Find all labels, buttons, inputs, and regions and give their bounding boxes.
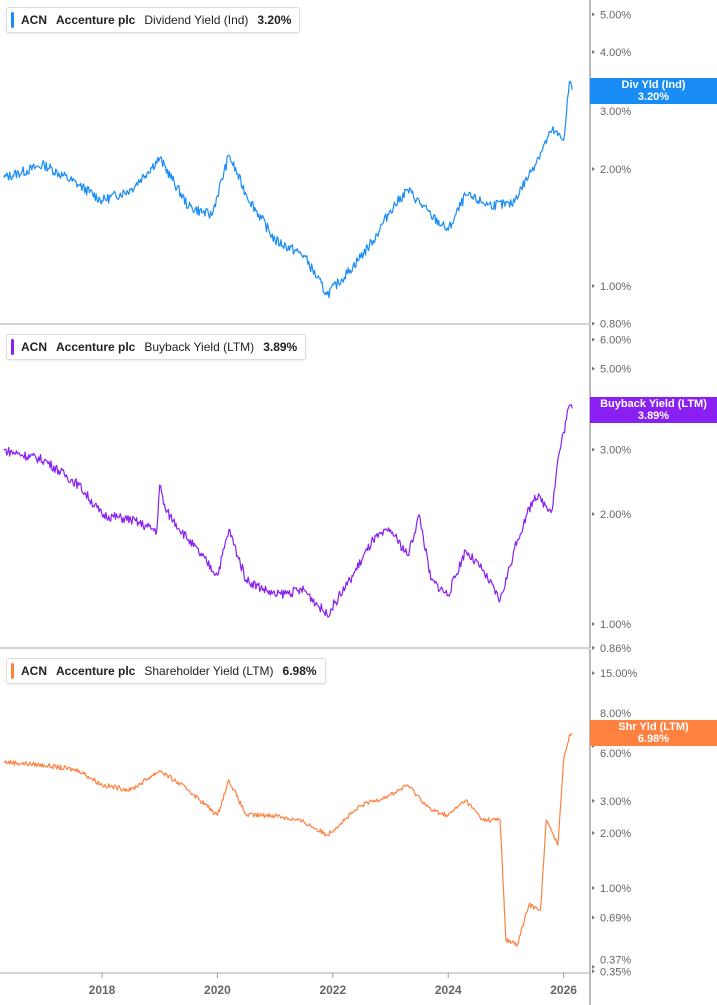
y-tick-mark — [592, 964, 595, 969]
legend-company: Accenture plc — [56, 664, 136, 678]
y-tick-label: 5.00% — [600, 9, 631, 21]
tag-label: Div Yld (Ind) — [621, 79, 686, 91]
last-value-tag-shareholder: Shr Yld (LTM) 6.98% — [590, 720, 717, 746]
legend-metric: Buyback Yield (LTM) — [144, 340, 255, 354]
last-value-tag-buyback: Buyback Yield (LTM) 3.89% — [590, 397, 717, 423]
y-tick-label: 0.69% — [600, 912, 631, 924]
legend-ticker: ACN — [21, 664, 47, 678]
series-line-2 — [3, 733, 573, 947]
y-tick-mark — [592, 12, 595, 17]
y-tick-label: 4.00% — [600, 47, 631, 59]
y-tick-mark — [592, 671, 595, 676]
legend-metric: Dividend Yield (Ind) — [144, 13, 249, 27]
tag-value: 3.89% — [637, 410, 670, 422]
series-color-swatch — [11, 663, 14, 679]
legend-shareholder-yield: ACN Accenture plc Shareholder Yield (LTM… — [6, 658, 326, 684]
y-tick-label: 0.37% — [600, 954, 631, 966]
y-tick-label: 1.00% — [600, 883, 631, 895]
legend-buyback-yield: ACN Accenture plc Buyback Yield (LTM) 3.… — [6, 334, 307, 360]
tag-label: Buyback Yield (LTM) — [600, 398, 707, 410]
y-tick-label: 6.00% — [600, 335, 631, 347]
tag-value: 6.98% — [637, 733, 670, 745]
y-tick-mark — [592, 321, 595, 326]
y-tick-mark — [592, 167, 595, 171]
y-tick-label: 1.00% — [600, 619, 631, 631]
y-tick-label: 0.35% — [600, 966, 631, 978]
y-tick-mark — [592, 366, 595, 371]
y-tick-label: 0.86% — [600, 643, 631, 655]
tag-label: Shr Yld (LTM) — [618, 721, 689, 733]
legend-value: 6.98% — [282, 664, 317, 678]
y-tick-label: 6.00% — [600, 748, 631, 760]
y-tick-mark — [592, 831, 595, 835]
y-tick-label: 1.00% — [600, 281, 631, 293]
x-tick-label: 2026 — [550, 983, 577, 997]
series-color-swatch — [11, 339, 14, 355]
x-tick-label: 2022 — [319, 983, 346, 997]
y-tick-mark — [592, 798, 595, 803]
y-tick-mark — [592, 886, 595, 890]
y-tick-mark — [592, 284, 595, 288]
y-tick-label: 5.00% — [600, 364, 631, 376]
legend-ticker: ACN — [21, 340, 47, 354]
y-tick-mark — [592, 447, 595, 452]
legend-dividend-yield: ACN Accenture plc Dividend Yield (Ind) 3… — [6, 7, 301, 33]
y-tick-label: 2.00% — [600, 164, 631, 176]
y-tick-label: 3.00% — [600, 106, 631, 118]
y-tick-mark — [592, 622, 595, 626]
legend-value: 3.20% — [257, 13, 292, 27]
y-tick-label: 0.80% — [600, 319, 631, 331]
y-tick-label: 15.00% — [600, 668, 638, 680]
legend-company: Accenture plc — [56, 13, 136, 27]
y-tick-mark — [592, 645, 595, 650]
y-tick-mark — [592, 337, 595, 342]
y-tick-mark — [592, 512, 595, 516]
legend-company: Accenture plc — [56, 340, 136, 354]
series-line-1 — [3, 404, 573, 618]
y-tick-label: 2.00% — [600, 828, 631, 840]
y-tick-label: 3.00% — [600, 796, 631, 808]
legend-metric: Shareholder Yield (LTM) — [144, 664, 274, 678]
x-tick-label: 2020 — [204, 983, 231, 997]
x-tick-label: 2018 — [89, 983, 116, 997]
series-line-0 — [3, 80, 573, 299]
last-value-tag-dividend: Div Yld (Ind) 3.20% — [590, 78, 717, 104]
y-tick-mark — [592, 50, 595, 54]
y-tick-label: 2.00% — [600, 509, 631, 521]
series-color-swatch — [11, 12, 14, 28]
y-tick-mark — [592, 969, 595, 974]
x-tick-label: 2024 — [435, 983, 462, 997]
y-tick-label: 8.00% — [600, 708, 631, 720]
y-tick-mark — [592, 915, 595, 920]
y-tick-label: 3.00% — [600, 445, 631, 457]
legend-ticker: ACN — [21, 13, 47, 27]
legend-value: 3.89% — [263, 340, 298, 354]
tag-value: 3.20% — [637, 91, 670, 103]
